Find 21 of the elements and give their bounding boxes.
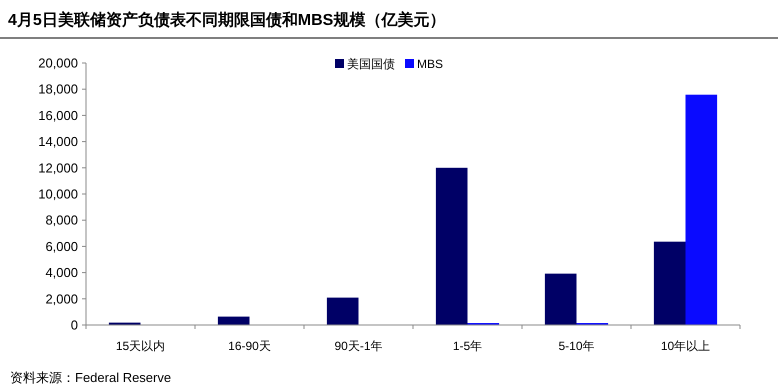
text: 资料来源：Federal Reserve xyxy=(10,370,172,385)
y-tick-label: 2,000 xyxy=(45,291,78,306)
legend-label: 美国国债 xyxy=(347,57,395,71)
y-tick-label: 6,000 xyxy=(45,238,78,254)
legend-label: MBS xyxy=(417,57,444,71)
y-tick-label: 12,000 xyxy=(38,160,78,176)
chart-title: 4月5日美联储资产负债表不同期限国债和MBS规模（亿美元） xyxy=(8,10,446,29)
x-tick-label: 1-5年 xyxy=(452,339,482,353)
y-tick-label: 0 xyxy=(70,318,78,332)
y-tick-label: 16,000 xyxy=(38,108,78,123)
y-tick-label: 18,000 xyxy=(38,82,78,97)
x-tick-label: 10年以上 xyxy=(660,339,710,353)
x-tick-label: 16-90天 xyxy=(228,339,271,353)
y-tick-label: 14,000 xyxy=(38,134,78,150)
y-tick-label: 8,000 xyxy=(45,212,78,228)
x-tick-label: 15天以内 xyxy=(116,339,166,353)
y-tick-label: 4,000 xyxy=(45,265,78,280)
y-tick-label: 20,000 xyxy=(38,56,78,70)
x-tick-label: 90天-1年 xyxy=(334,339,383,353)
y-tick-label: 10,000 xyxy=(38,186,78,202)
x-tick-label: 5-10年 xyxy=(558,339,595,353)
